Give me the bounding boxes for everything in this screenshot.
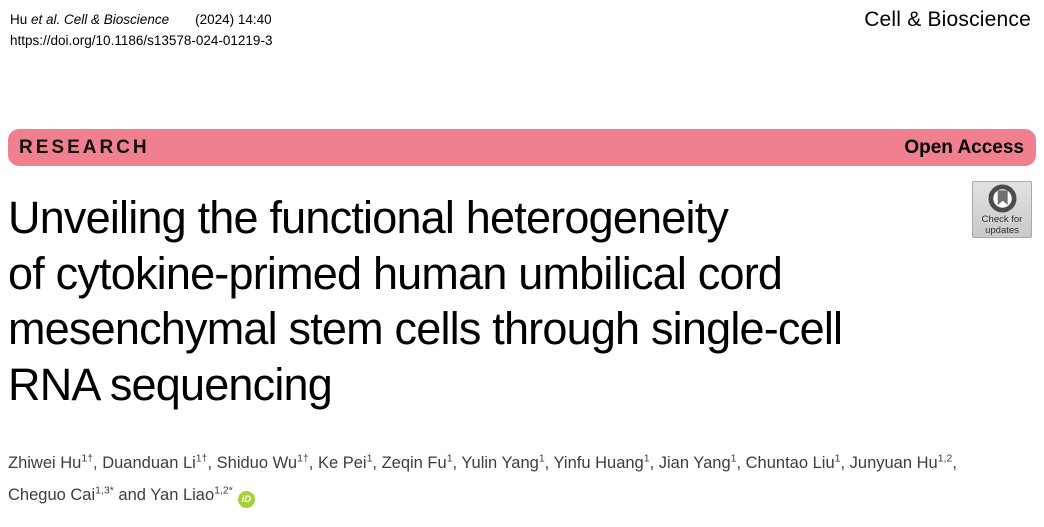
author-name: Yan Liao [150,486,215,504]
orcid-icon[interactable]: iD [237,491,255,508]
citation-source: et al. Cell & Bioscience [31,12,170,27]
citation-line: Hu et al. Cell & Bioscience (2024) 14:40 [10,9,272,30]
author-affiliation-sup: 1† [195,452,208,465]
crossmark-label-line2: updates [985,224,1019,236]
author-name: Zhiwei Hu [8,454,82,472]
author-name: Yulin Yang [461,454,539,472]
title-line-2: of cytokine-primed human umbilical cord [8,247,783,299]
author-name: Junyuan Hu [849,454,938,472]
author-affiliation-sup: 1† [297,452,309,465]
author-affiliation-sup: 1,2* [214,484,233,497]
author-affiliation-sup: 1 [366,452,373,465]
title-line-3: mesenchymal stem cells through single-ce… [8,303,843,354]
section-banner: RESEARCH Open Access [8,129,1036,166]
author-name: Ke Pei [317,454,367,472]
author-affiliation-sup: 1† [81,452,94,465]
author-affiliation-sup: 1 [446,452,453,465]
title-line-1: Unveiling the functional heterogeneity [8,192,729,243]
article-title: Unveiling the functional heterogeneity o… [8,190,843,412]
check-for-updates-button[interactable]: Check for updates [972,181,1032,238]
citation-block: Hu et al. Cell & Bioscience (2024) 14:40 … [10,9,272,51]
author-affiliation-sup: 1 [834,452,841,465]
author-name: Duanduan Li [102,454,196,472]
author-affiliation-sup: 1,3* [95,484,114,497]
citation-author: Hu [10,12,32,27]
citation-issue: (2024) 14:40 [195,12,272,27]
author-affiliation-sup: 1 [730,452,737,465]
author-name: Zeqin Fu [381,454,447,472]
author-affiliation-sup: 1 [643,452,650,465]
doi-link[interactable]: https://doi.org/10.1186/s13578-024-01219… [10,33,273,48]
author-list: Zhiwei Hu1†, Duanduan Li1†, Shiduo Wu1†,… [8,447,1018,511]
journal-name: Cell & Bioscience [864,8,1031,31]
author-name: Shiduo Wu [216,454,298,472]
author-affiliation-sup: 1,2 [937,452,953,465]
crossmark-label-line1: Check for [981,214,1023,225]
author-name: Jian Yang [658,454,731,472]
author-name: Cheguo Cai [8,486,96,504]
author-name: Yinfu Huang [553,454,644,472]
title-line-4: RNA sequencing [8,358,333,410]
crossmark-bookmark-icon [987,183,1018,215]
research-section-label: RESEARCH [19,136,150,158]
author-name: Chuntao Liu [745,454,835,472]
open-access-label: Open Access [904,136,1024,158]
author-affiliation-sup: 1 [538,452,545,465]
